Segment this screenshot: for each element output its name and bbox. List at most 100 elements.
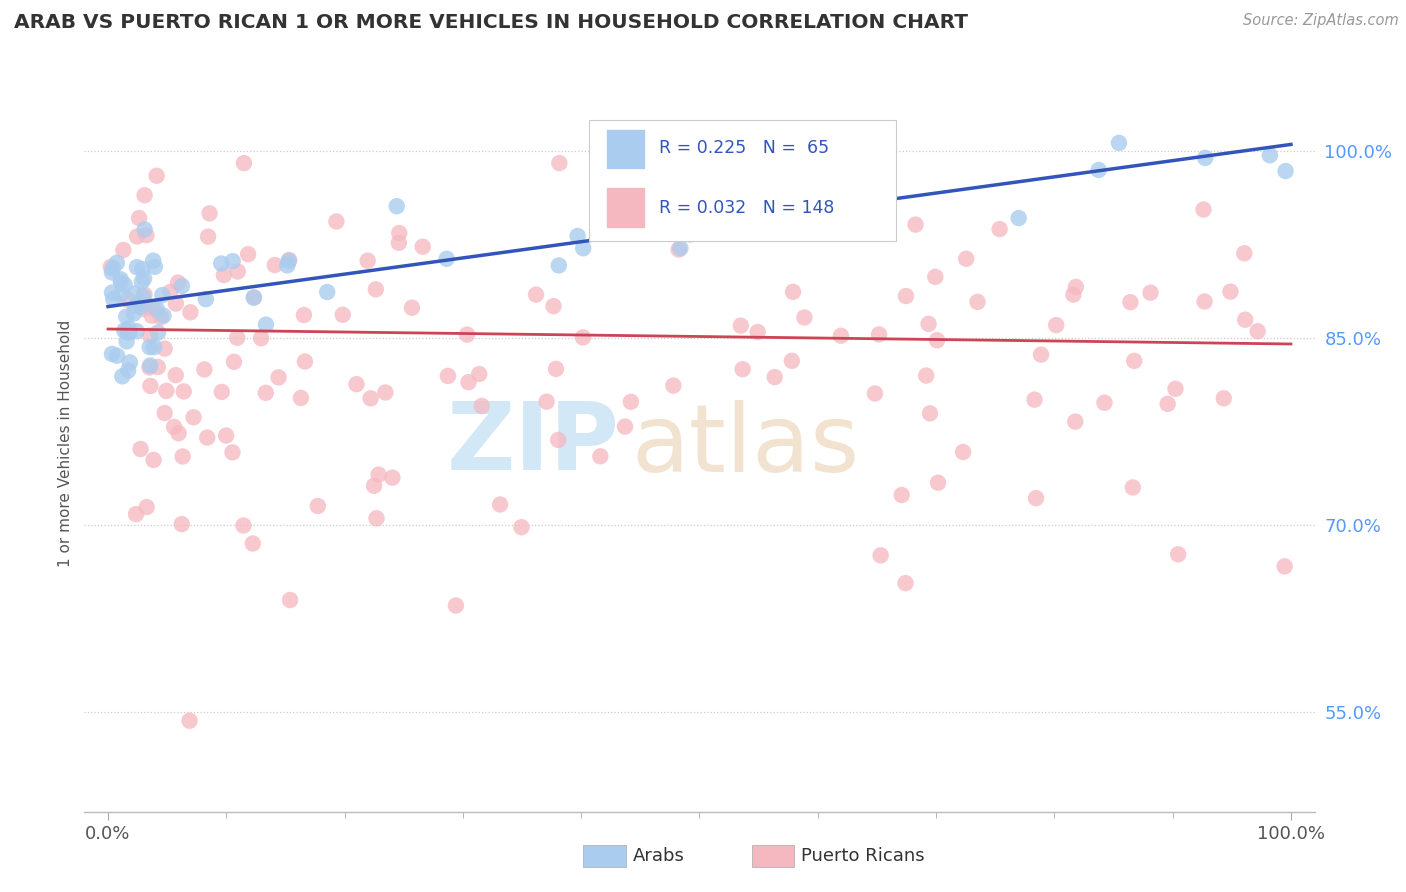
Point [101,285,124,300]
Point [124,286,146,301]
Point [215,428,238,442]
Point [1008,211,1031,225]
Point [277,254,299,268]
Point [165,296,187,310]
Point [366,511,388,525]
Point [146,301,169,316]
Point [209,256,232,270]
Point [915,368,938,383]
Point [135,500,157,515]
Point [139,379,162,393]
Point [1156,397,1178,411]
Point [1108,136,1130,150]
Point [179,714,201,728]
Point [543,299,565,313]
Point [763,370,786,384]
Point [193,362,215,376]
Point [875,156,897,170]
Point [115,310,138,324]
Point [197,229,219,244]
Point [278,593,301,607]
Point [1274,559,1296,574]
Point [547,433,569,447]
Point [105,256,128,270]
Point [1194,151,1216,165]
Point [278,252,301,267]
Point [988,222,1011,236]
Point [1123,354,1146,368]
Point [890,488,912,502]
Point [138,360,160,375]
Point [159,285,181,299]
Point [153,342,176,356]
Point [1029,348,1052,362]
FancyBboxPatch shape [607,129,644,168]
Point [142,301,165,316]
Point [194,292,217,306]
Point [134,287,156,301]
Point [1024,392,1046,407]
Point [1119,295,1142,310]
Point [125,507,148,521]
Point [524,287,547,301]
Point [101,265,124,279]
Point [620,394,643,409]
Point [226,264,249,278]
Point [1062,287,1084,301]
Point [548,156,571,170]
Point [132,290,155,304]
Point [242,536,264,550]
Point [226,331,249,345]
Text: atlas: atlas [631,400,860,492]
Point [211,384,233,399]
Point [1087,163,1109,178]
Point [436,252,458,266]
Point [614,419,637,434]
Point [125,229,148,244]
Point [536,394,558,409]
Point [679,227,702,242]
Point [100,260,122,274]
Point [115,334,138,349]
Point [267,370,290,384]
Point [567,229,589,244]
Point [114,277,136,292]
Point [918,406,941,420]
Point [1219,285,1241,299]
Point [927,475,949,490]
Point [143,260,166,274]
Point [589,450,612,464]
Point [437,368,460,383]
Point [139,359,162,373]
Point [1122,480,1144,494]
Point [170,279,193,293]
Point [143,340,166,354]
Point [966,294,988,309]
Point [489,498,512,512]
Text: Puerto Ricans: Puerto Ricans [801,847,925,865]
Point [242,291,264,305]
Point [830,328,852,343]
Text: Arabs: Arabs [633,847,685,865]
Point [150,288,173,302]
Point [167,276,190,290]
Point [360,392,382,406]
Point [325,214,347,228]
Point [134,222,156,236]
Point [222,355,245,369]
Point [955,252,977,266]
Point [135,228,157,243]
Point [141,309,163,323]
Point [1094,395,1116,409]
Point [1164,382,1187,396]
Point [468,367,491,381]
Point [290,391,312,405]
Point [276,259,298,273]
Y-axis label: 1 or more Vehicles in Household: 1 or more Vehicles in Household [58,320,73,567]
Point [952,445,974,459]
Point [167,426,190,441]
Point [388,226,411,240]
FancyBboxPatch shape [589,120,897,242]
Point [471,399,494,413]
Text: ZIP: ZIP [447,398,620,490]
